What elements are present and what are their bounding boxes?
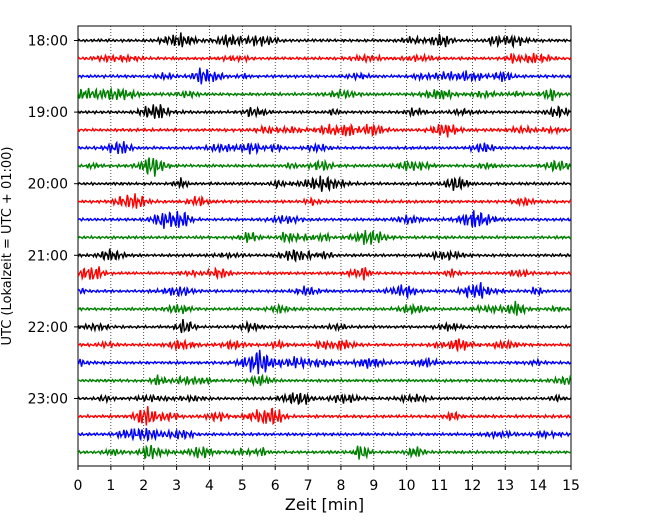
x-tick-label-8: 8 <box>336 478 345 494</box>
x-tick-label-9: 9 <box>369 478 378 494</box>
y-tick-label-22:00: 22:00 <box>28 320 68 336</box>
trace-18:00 <box>77 32 572 49</box>
y-axis-ticks: 18:00 19:00 20:00 21:00 22:00 23:00 <box>28 34 78 408</box>
trace-20:15 <box>77 193 572 210</box>
trace-19:15 <box>77 122 572 138</box>
x-tick-label-1: 1 <box>106 478 115 494</box>
x-axis-ticks: 0 1 2 3 4 5 6 7 8 9 10 11 12 13 14 15 <box>74 466 580 494</box>
trace-21:15 <box>77 266 572 281</box>
trace-22:30 <box>77 349 572 375</box>
x-tick-label-11: 11 <box>431 478 449 494</box>
x-tick-label-14: 14 <box>529 478 547 494</box>
trace-21:45 <box>77 300 572 316</box>
trace-18:15 <box>77 52 572 65</box>
y-tick-label-21:00: 21:00 <box>28 248 68 264</box>
trace-22:45 <box>77 373 572 388</box>
x-tick-label-6: 6 <box>271 478 280 494</box>
trace-23:45 <box>77 444 572 460</box>
trace-23:30 <box>77 427 572 443</box>
trace-20:45 <box>77 230 572 245</box>
trace-22:00 <box>77 318 572 334</box>
y-tick-label-18:00: 18:00 <box>28 34 68 50</box>
trace-23:15 <box>77 406 572 426</box>
trace-22:15 <box>77 338 572 353</box>
y-tick-label-19:00: 19:00 <box>28 105 68 121</box>
trace-19:30 <box>77 140 572 156</box>
x-tick-label-13: 13 <box>496 478 514 494</box>
x-tick-label-3: 3 <box>172 478 181 494</box>
trace-20:00 <box>77 175 572 193</box>
seismic-traces <box>77 32 572 460</box>
x-tick-label-0: 0 <box>74 478 83 494</box>
x-tick-label-12: 12 <box>463 478 481 494</box>
trace-19:45 <box>77 157 572 177</box>
x-tick-label-2: 2 <box>139 478 148 494</box>
trace-20:30 <box>77 210 572 229</box>
trace-21:00 <box>77 248 572 263</box>
trace-19:00 <box>77 104 572 119</box>
x-axis-label: Zeit [min] <box>285 495 364 514</box>
y-tick-label-20:00: 20:00 <box>28 177 68 193</box>
y-axis-label: UTC (Lokalzeit = UTC + 01:00) <box>0 147 15 346</box>
x-tick-label-7: 7 <box>304 478 313 494</box>
x-tick-label-10: 10 <box>398 478 416 494</box>
trace-18:30 <box>77 67 572 85</box>
grid-lines <box>110 26 539 466</box>
x-tick-label-15: 15 <box>562 478 580 494</box>
trace-23:00 <box>77 392 572 406</box>
x-tick-label-4: 4 <box>205 478 214 494</box>
trace-21:30 <box>77 282 572 300</box>
x-tick-label-5: 5 <box>238 478 247 494</box>
plot-frame <box>77 25 572 467</box>
trace-18:45 <box>77 86 572 102</box>
y-tick-label-23:00: 23:00 <box>28 392 68 408</box>
